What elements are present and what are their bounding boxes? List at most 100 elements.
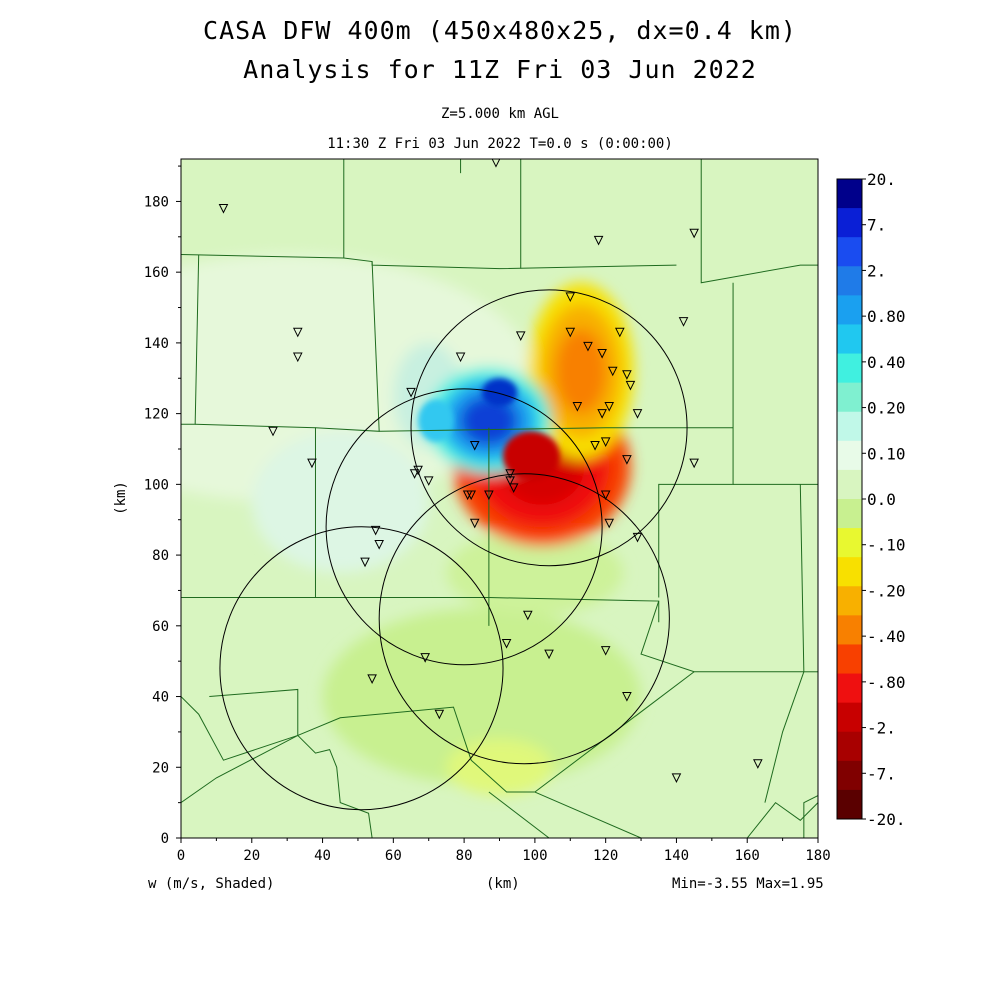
station-marker: [515, 331, 526, 341]
county-line: [746, 801, 818, 838]
county-line: [658, 282, 734, 598]
colorbar-swatch: [837, 644, 862, 675]
x-tick-label: 180: [805, 848, 830, 864]
x-tick-label: 20: [243, 848, 260, 864]
station-marker: [218, 204, 229, 214]
station-marker: [501, 638, 512, 649]
county-line: [181, 423, 316, 599]
near-zero-region: [251, 431, 429, 573]
station-marker: [505, 476, 515, 486]
radar-range-ring: [378, 473, 670, 765]
colorbar-swatch: [837, 324, 862, 355]
colorbar-label: -.20: [867, 581, 906, 600]
radar-range-ring: [325, 388, 603, 666]
station-marker: [622, 370, 632, 380]
colorbar-swatch: [837, 731, 862, 762]
station-marker: [370, 525, 381, 536]
colorbar-label: 0.20: [867, 399, 906, 418]
y-tick-label: 40: [152, 690, 169, 706]
colorbar-swatch: [837, 353, 862, 384]
plot-subtitle: Analysis for 11Z Fri 03 Jun 2022: [243, 55, 757, 84]
station-marker: [689, 458, 699, 469]
w-field: [181, 159, 818, 838]
station-marker: [484, 490, 494, 501]
station-marker: [423, 476, 434, 486]
station-marker: [455, 352, 466, 363]
county-line: [181, 696, 535, 793]
station-marker: [360, 557, 370, 568]
weak-updraft-region: [446, 530, 624, 616]
colorbar-swatch: [837, 615, 862, 645]
radar-rings: [219, 289, 688, 811]
station-marker: [544, 649, 554, 660]
station-marker: [406, 387, 416, 398]
weak-updraft-region: [322, 608, 642, 785]
colorbar-label: -7.: [867, 764, 896, 783]
station-marker: [597, 409, 607, 419]
colorbar-swatch: [837, 266, 862, 296]
station-marker: [374, 539, 384, 550]
county-line: [209, 688, 299, 736]
station-marker: [508, 483, 519, 494]
field-detail: [418, 378, 560, 481]
updraft-core: [555, 328, 607, 414]
county-line: [488, 791, 550, 838]
radar-range-ring: [219, 526, 504, 811]
colorbar-swatch: [837, 469, 862, 500]
updraft-max-core: [503, 431, 560, 481]
colorbar: 20. 7. 2. 0.80 0.40 0.20 0.10 0.0 -.10 -.20 -.40 -.…: [836, 170, 906, 829]
colorbar-swatch: [837, 586, 862, 616]
station-marker: [523, 610, 533, 621]
colorbar-label: 0.40: [867, 353, 906, 372]
x-tick-label: 60: [385, 848, 402, 864]
station-marker: [622, 455, 632, 465]
colorbar-label: 2.: [867, 261, 886, 280]
y-tick-label: 160: [144, 265, 169, 281]
station-marker: [604, 518, 615, 529]
colorbar-label: 0.0: [867, 490, 896, 509]
station-marker: [600, 646, 611, 656]
county-line: [764, 671, 805, 803]
station-marker: [565, 327, 576, 338]
field-shading: [181, 254, 642, 796]
station-marker: [469, 518, 480, 529]
station-marker: [583, 341, 593, 352]
y-axis-label: (km): [112, 481, 129, 515]
x-tick-label: 160: [735, 848, 760, 864]
station-marker: [307, 458, 317, 469]
station-marker: [505, 469, 515, 479]
station-marker: [420, 653, 430, 663]
downdraft-core: [459, 395, 519, 447]
station-marker: [604, 402, 615, 412]
colorbar-label: -.40: [867, 627, 906, 646]
station-marker: [409, 469, 420, 479]
x-tick-label: 40: [314, 848, 331, 864]
y-tick-label: 0: [161, 831, 169, 847]
downdraft-lobe: [418, 399, 454, 442]
y-tick-label: 140: [144, 336, 169, 352]
colorbar-label: 20.: [867, 170, 896, 189]
colorbar-label: -.80: [867, 673, 906, 692]
plot-title: CASA DFW 400m (450x480x25, dx=0.4 km): [203, 16, 797, 45]
y-tick-label: 180: [144, 194, 169, 210]
time-label: 11:30 Z Fri 03 Jun 2022 T=0.0 s (0:00:00…: [327, 136, 673, 152]
colorbar-swatch: [837, 411, 862, 442]
axes: 0 20 40 60 80 100 120 140 160 180 0 20 40 60 80 100 120 1…: [144, 165, 831, 864]
y-tick-label: 80: [152, 548, 169, 564]
y-tick-label: 120: [144, 407, 169, 423]
county-line: [534, 791, 642, 838]
station-marker: [469, 440, 480, 451]
radar-range-ring: [410, 289, 688, 567]
colorbar-swatch: [837, 208, 862, 238]
colorbar-swatch: [837, 789, 862, 820]
station-marker: [678, 317, 689, 327]
station-markers: [218, 159, 763, 783]
county-line: [379, 427, 734, 432]
y-tick-label: 20: [152, 760, 169, 776]
station-marker: [367, 674, 377, 684]
colorbar-swatch: [837, 528, 862, 558]
colorbar-swatch: [837, 382, 862, 413]
station-marker: [753, 759, 763, 769]
colorbar-swatch: [837, 440, 862, 471]
